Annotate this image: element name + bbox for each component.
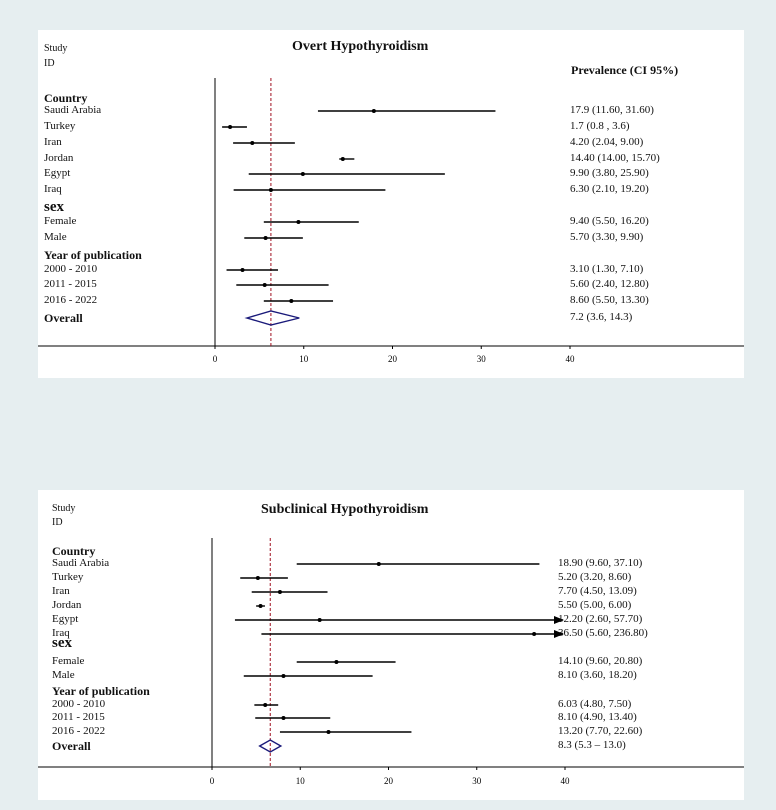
row-label: Turkey: [52, 571, 84, 583]
forest-plot-canvas: 0 10 20 30 40: [38, 538, 744, 786]
point-estimate: [277, 590, 282, 594]
estimate-text: 8.10 (3.60, 18.20): [558, 669, 637, 681]
estimate-text: 8.60 (5.50, 13.30): [570, 294, 649, 306]
estimate-text: 12.20 (2.60, 57.70): [558, 613, 643, 625]
row-label: Male: [44, 231, 67, 243]
row-label: Female: [52, 655, 85, 667]
point-estimate: [334, 660, 339, 664]
estimate-text: 17.9 (11.60, 31.60): [570, 104, 654, 116]
x-tick-label: 30: [477, 354, 487, 364]
point-estimate: [300, 172, 305, 176]
overall-diamond: [244, 310, 300, 326]
x-tick-label: 0: [210, 776, 215, 786]
row-label: 2016 - 2022: [52, 725, 106, 737]
estimate-text: 7.2 (3.6, 14.3): [570, 311, 633, 323]
row-label: Egypt: [44, 167, 71, 179]
row-label: Jordan: [52, 599, 82, 611]
group-heading: sex: [44, 199, 64, 215]
estimate-text: 7.70 (4.50, 13.09): [558, 585, 637, 597]
group-heading: Country: [44, 91, 88, 105]
study-label: Study: [52, 503, 76, 514]
group-heading: Year of publication: [44, 248, 142, 262]
point-estimate: [240, 268, 245, 272]
point-estimate: [532, 632, 537, 636]
point-estimate: [268, 188, 273, 192]
point-estimate: [296, 220, 301, 224]
estimate-text: 13.20 (7.70, 22.60): [558, 725, 643, 737]
estimate-text: 5.70 (3.30, 9.90): [570, 231, 644, 243]
row-label: Iran: [44, 136, 62, 148]
estimate-text: 5.20 (3.20, 8.60): [558, 571, 632, 583]
chart-title: Overt Hypothyroidism: [292, 39, 429, 54]
estimate-text: 14.40 (14.00, 15.70): [570, 152, 660, 164]
row-label: Turkey: [44, 120, 76, 132]
point-estimate: [263, 703, 268, 707]
estimate-text: 9.40 (5.50, 16.20): [570, 215, 649, 227]
estimate-text: 14.10 (9.60, 20.80): [558, 655, 643, 667]
point-estimate: [371, 109, 376, 113]
overall-diamond: [258, 739, 283, 753]
estimate-text: 3.10 (1.30, 7.10): [570, 263, 644, 275]
overall-label: Overall: [44, 311, 83, 325]
estimate-text: 1.7 (0.8 , 3.6): [570, 120, 630, 132]
estimate-text: 5.60 (2.40, 12.80): [570, 278, 649, 290]
x-tick-label: 10: [296, 776, 306, 786]
x-tick-label: 40: [566, 354, 576, 364]
study-label: Study: [44, 43, 68, 54]
id-label: ID: [44, 58, 55, 69]
row-label: Male: [52, 669, 75, 681]
group-heading: Year of publication: [52, 684, 150, 698]
point-estimate: [263, 236, 268, 240]
estimate-text: 18.90 (9.60, 37.10): [558, 557, 643, 569]
estimate-text: 8.10 (4.90, 13.40): [558, 711, 637, 723]
x-tick-label: 10: [299, 354, 309, 364]
point-estimate: [340, 157, 345, 161]
x-tick-label: 40: [561, 776, 571, 786]
row-label: Jordan: [44, 152, 74, 164]
x-tick-label: 20: [388, 354, 398, 364]
row-label: Egypt: [52, 613, 79, 625]
x-tick-label: 30: [472, 776, 482, 786]
group-heading: sex: [52, 635, 72, 651]
id-label: ID: [52, 517, 63, 528]
estimate-text: 8.3 (5.3 – 13.0): [558, 739, 626, 751]
point-estimate: [281, 716, 286, 720]
point-estimate: [281, 674, 286, 678]
row-label: 2000 - 2010: [52, 698, 106, 710]
estimate-text: 5.50 (5.00, 6.00): [558, 599, 632, 611]
point-estimate: [262, 283, 267, 287]
group-heading: Country: [52, 544, 96, 558]
point-estimate: [317, 618, 322, 622]
point-estimate: [228, 125, 233, 129]
chart-title: Subclinical Hypothyroidism: [261, 502, 429, 517]
row-label: 2011 - 2015: [52, 711, 105, 723]
x-tick-label: 0: [213, 354, 218, 364]
row-label: 2011 - 2015: [44, 278, 97, 290]
point-estimate: [289, 299, 294, 303]
estimate-text: 6.03 (4.80, 7.50): [558, 698, 632, 710]
point-estimate: [326, 730, 331, 734]
estimate-text: 4.20 (2.04, 9.00): [570, 136, 644, 148]
estimate-text: 36.50 (5.60, 236.80): [558, 627, 648, 639]
estimate-text: 9.90 (3.80, 25.90): [570, 167, 649, 179]
row-label: Female: [44, 215, 77, 227]
point-estimate: [255, 576, 260, 580]
row-label: 2016 - 2022: [44, 294, 98, 306]
row-label: Iraq: [44, 183, 62, 195]
point-estimate: [376, 562, 381, 566]
overall-label: Overall: [52, 739, 91, 753]
estimate-text: 6.30 (2.10, 19.20): [570, 183, 649, 195]
point-estimate: [250, 141, 255, 145]
forest-plot-canvas: 0 10 20 30 40: [38, 78, 744, 364]
estimate-header: Prevalence (CI 95%): [571, 63, 679, 77]
x-tick-label: 20: [384, 776, 394, 786]
row-label: 2000 - 2010: [44, 263, 98, 275]
row-label: Iraq: [52, 627, 70, 639]
subclinical-hypothyroidism-panel: Study ID Subclinical Hypothyroidism 0 10 2…: [38, 490, 744, 800]
row-label: Saudi Arabia: [52, 557, 110, 569]
row-label: Saudi Arabia: [44, 104, 102, 116]
point-estimate: [258, 604, 263, 608]
row-label: Iran: [52, 585, 70, 597]
overt-hypothyroidism-panel: Study ID Overt Hypothyroidism Prevalence…: [38, 30, 744, 378]
